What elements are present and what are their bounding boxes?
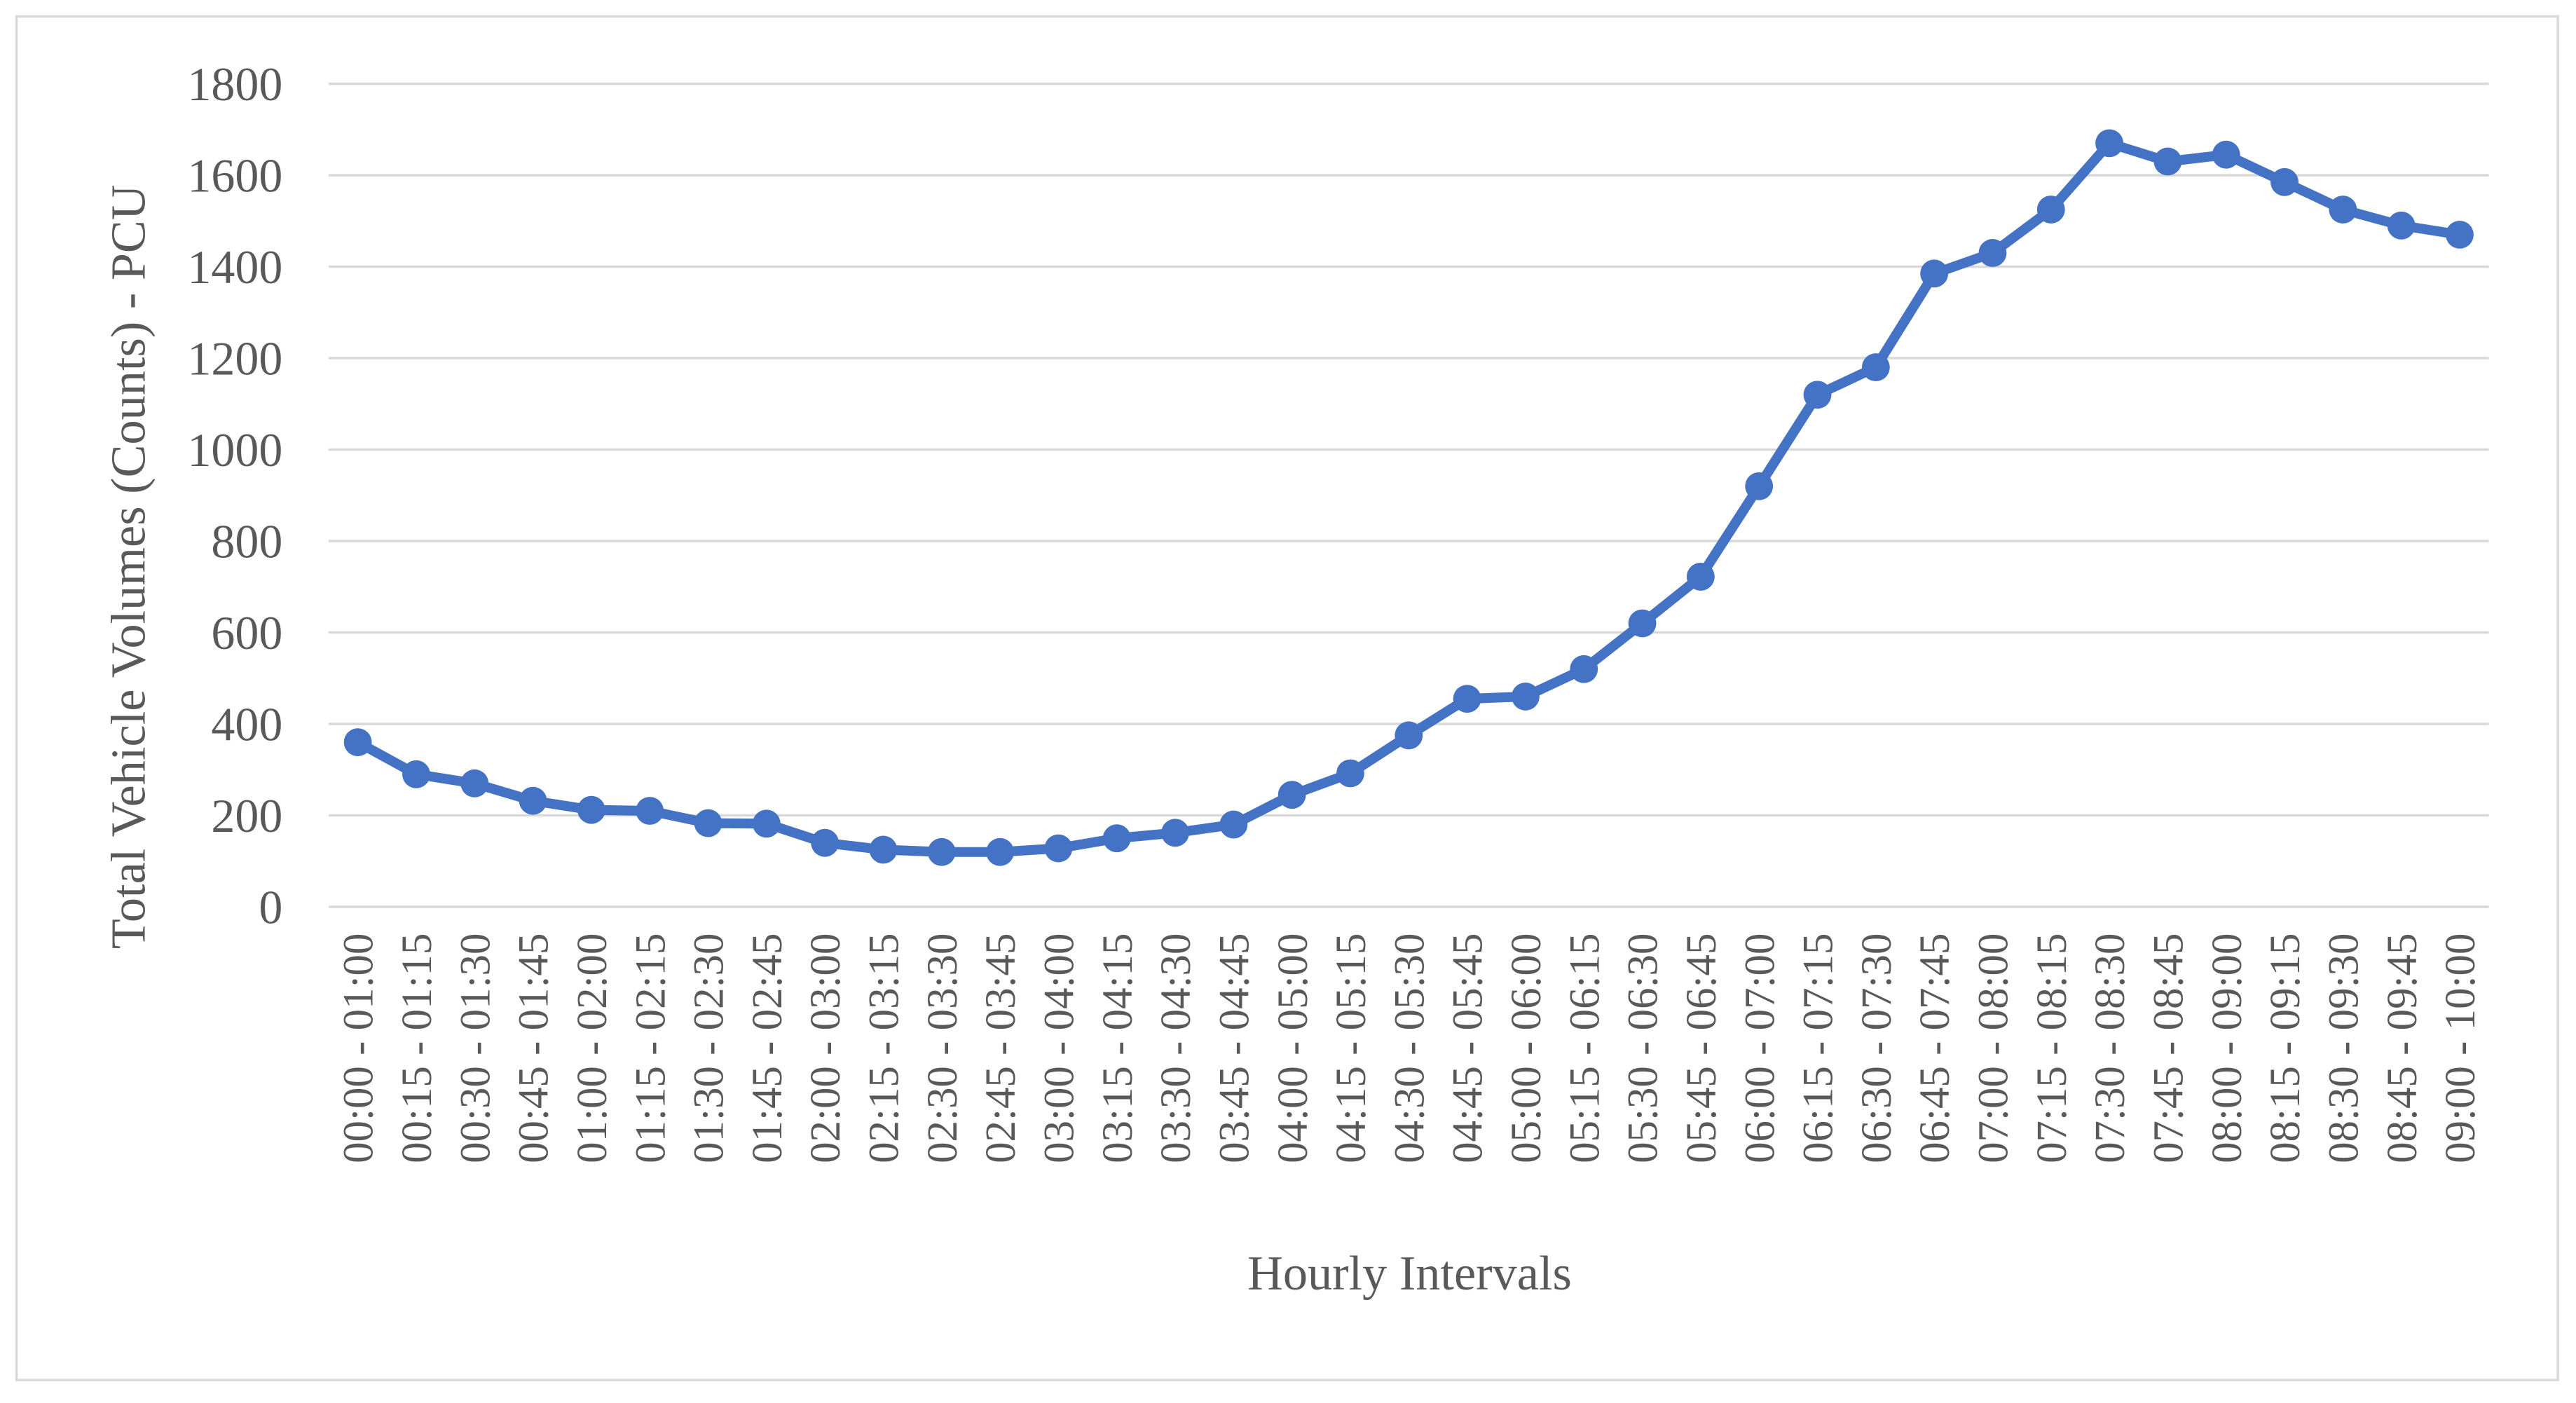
y-axis-title: Total Vehicle Volumes (Counts) - PCU [101, 184, 156, 949]
x-tick-label: 06:30 - 07:30 [1854, 933, 1900, 1163]
data-point [869, 835, 898, 864]
x-tick-label: 03:00 - 04:00 [1036, 933, 1083, 1163]
y-tick-label: 800 [211, 514, 282, 568]
data-point [1686, 563, 1715, 591]
data-point [1277, 781, 1306, 809]
x-tick-label: 07:30 - 08:30 [2087, 933, 2134, 1163]
x-tick-label: 01:45 - 02:45 [744, 933, 791, 1163]
data-point [1570, 655, 1598, 683]
x-tick-label: 08:15 - 09:15 [2262, 933, 2309, 1163]
x-tick-label: 00:15 - 01:15 [394, 933, 441, 1163]
data-point [2387, 211, 2416, 240]
data-point [1920, 259, 1949, 288]
x-tick-label: 07:15 - 08:15 [2029, 933, 2076, 1163]
x-tick-label: 06:45 - 07:45 [1912, 933, 1959, 1163]
y-tick-label: 1200 [187, 331, 282, 385]
x-tick-label: 08:30 - 09:30 [2320, 933, 2367, 1163]
y-tick-label: 600 [211, 606, 282, 659]
data-point [2212, 140, 2240, 169]
y-tick-label: 200 [211, 789, 282, 842]
x-tick-label: 05:45 - 06:45 [1678, 933, 1725, 1163]
data-point [2270, 167, 2298, 196]
x-tick-label: 08:00 - 09:00 [2204, 933, 2251, 1163]
x-tick-label: 03:15 - 04:15 [1095, 933, 1142, 1163]
x-tick-label: 04:45 - 05:45 [1445, 933, 1492, 1163]
data-point [1336, 759, 1364, 788]
data-point [811, 828, 840, 857]
y-tick-label: 1800 [187, 57, 282, 111]
x-tick-label: 07:00 - 08:00 [1971, 933, 2017, 1163]
y-tick-label: 0 [259, 880, 282, 933]
data-point [1861, 353, 1890, 382]
x-tick-label: 02:15 - 03:15 [861, 933, 908, 1163]
data-point [1453, 685, 1481, 713]
x-tick-label: 05:00 - 06:00 [1503, 933, 1550, 1163]
x-tick-label: 03:45 - 04:45 [1211, 933, 1258, 1163]
data-point [636, 797, 664, 825]
data-point [1803, 381, 1832, 409]
x-tick-label: 06:15 - 07:15 [1795, 933, 1842, 1163]
data-point [986, 837, 1015, 866]
data-point [1978, 239, 2007, 267]
x-axis-title: Hourly Intervals [1247, 1246, 1572, 1301]
x-tick-label: 05:15 - 06:15 [1561, 933, 1608, 1163]
data-point [1395, 721, 1423, 750]
x-tick-label: 08:45 - 09:45 [2379, 933, 2426, 1163]
data-point [2446, 220, 2474, 249]
x-tick-label: 02:00 - 03:00 [802, 933, 849, 1163]
data-point [519, 786, 547, 815]
data-point [2095, 129, 2124, 158]
x-tick-label: 09:00 - 10:00 [2437, 933, 2484, 1163]
x-tick-label: 04:30 - 05:30 [1386, 933, 1433, 1163]
data-point [343, 728, 372, 757]
data-point [1512, 682, 1540, 711]
x-tick-label: 01:30 - 02:30 [686, 933, 733, 1163]
x-tick-label: 01:15 - 02:15 [627, 933, 674, 1163]
data-point [1161, 819, 1189, 847]
data-point [1044, 834, 1073, 863]
x-tick-label: 00:45 - 01:45 [511, 933, 558, 1163]
data-point [927, 837, 956, 866]
x-tick-label: 00:30 - 01:30 [452, 933, 499, 1163]
data-point [2036, 196, 2065, 224]
data-point [1628, 609, 1657, 638]
x-tick-label: 07:45 - 08:45 [2146, 933, 2193, 1163]
data-point [460, 769, 489, 798]
x-tick-label: 03:30 - 04:30 [1153, 933, 1200, 1163]
y-tick-label: 1600 [187, 149, 282, 202]
x-tick-label: 05:30 - 06:30 [1620, 933, 1667, 1163]
data-point [694, 809, 722, 837]
x-tick-label: 02:45 - 03:45 [978, 933, 1025, 1163]
y-tick-label: 400 [211, 697, 282, 751]
y-tick-label: 1400 [187, 240, 282, 294]
data-point [577, 795, 605, 824]
x-tick-label: 00:00 - 01:00 [336, 933, 383, 1163]
data-point [402, 760, 430, 788]
chart-border [15, 15, 2559, 1381]
data-point [2329, 196, 2357, 224]
data-point [1102, 824, 1131, 853]
data-point [752, 809, 781, 838]
x-tick-label: 01:00 - 02:00 [569, 933, 616, 1163]
data-point [1745, 472, 1774, 500]
data-point [1219, 810, 1248, 839]
x-tick-label: 06:00 - 07:00 [1736, 933, 1783, 1163]
x-tick-label: 04:15 - 05:15 [1328, 933, 1375, 1163]
data-point [2153, 147, 2182, 176]
y-tick-label: 1000 [187, 423, 282, 477]
x-tick-label: 04:00 - 05:00 [1270, 933, 1317, 1163]
x-tick-label: 02:30 - 03:30 [919, 933, 966, 1163]
